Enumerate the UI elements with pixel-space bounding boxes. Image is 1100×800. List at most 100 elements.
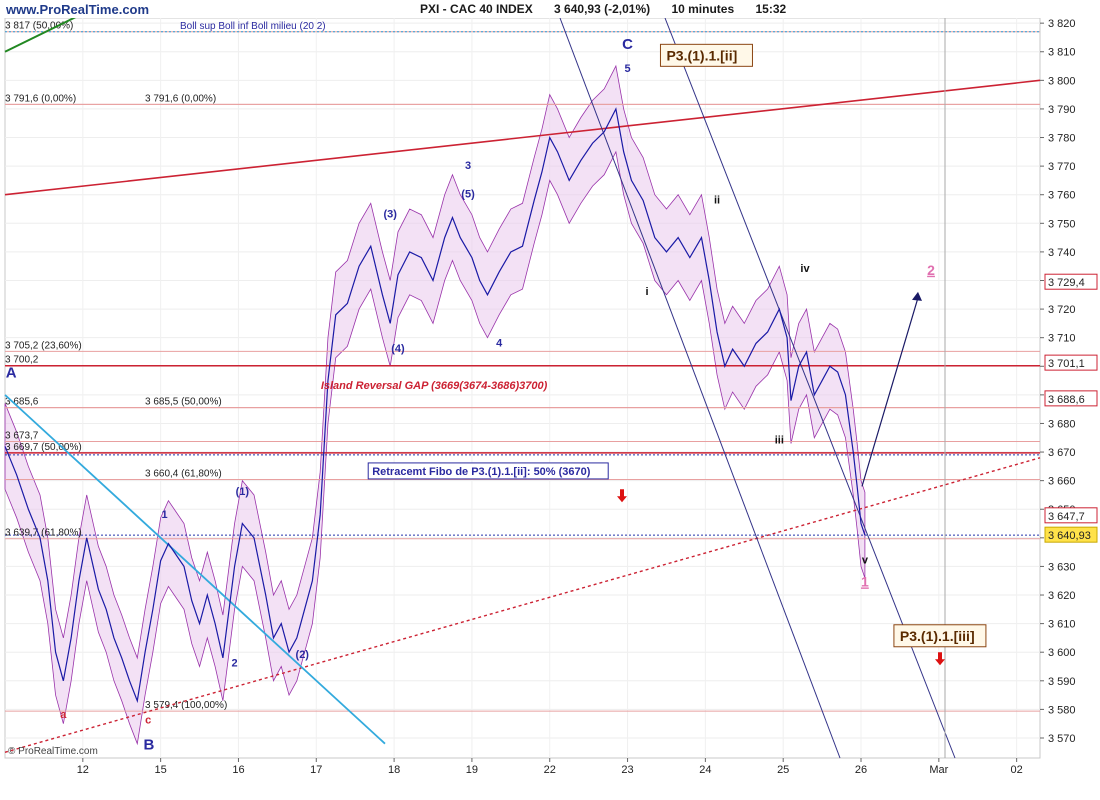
price-tag [1044, 507, 1098, 524]
level-label: 3 791,6 (0,00%) [145, 93, 216, 104]
fibo-annotation: Retracemt Fibo de P3.(1).1.[ii]: 50% (36… [372, 466, 591, 478]
y-tick-label: 3 720 [1048, 304, 1076, 316]
price-tag-label: 3 647,7 [1048, 511, 1085, 523]
trendline-cyan [4, 394, 386, 745]
wave-label: C [622, 36, 633, 53]
projection-label: 2 [927, 262, 935, 278]
level-label: 3 579,4 (100,00%) [145, 700, 227, 711]
x-tick-label: 12 [77, 764, 89, 776]
wave-label: 2 [232, 658, 238, 670]
wave-label: v [862, 555, 869, 567]
x-tick-label: 26 [855, 764, 867, 776]
chart-title: PXI - CAC 40 INDEX 3 640,93 (-2,01%) 10 … [420, 2, 804, 16]
x-tick-label: 25 [777, 764, 789, 776]
projection-arrow-head [912, 291, 922, 301]
x-tick-label: 24 [699, 764, 711, 776]
price-series [4, 107, 866, 704]
x-tick-label: 02 [1011, 764, 1023, 776]
y-tick-label: 3 580 [1048, 704, 1076, 716]
y-tick-label: 3 600 [1048, 647, 1076, 659]
trendline-green [4, 18, 77, 53]
level-label: 3 673,7 [5, 430, 39, 441]
brand-name[interactable]: www.ProRealTime.com [6, 2, 150, 17]
y-tick-label: 3 570 [1048, 733, 1076, 745]
plot-area [4, 18, 1041, 759]
trendline-dotted-red [4, 457, 1041, 753]
trendline-upper-red [4, 79, 1041, 196]
y-tick-label: 3 760 [1048, 190, 1076, 202]
level-label: 3 700,2 [5, 355, 39, 366]
y-tick-label: 3 670 [1048, 447, 1076, 459]
price-chart[interactable]: 3 791,6 (0,00%) 3 791,6 (0,00%) 3 705,2 (2… [0, 18, 1100, 800]
instrument-name: PXI - CAC 40 INDEX [420, 2, 533, 16]
y-tick-label: 3 610 [1048, 619, 1076, 631]
price-tag-label: 3 640,93 [1048, 530, 1091, 542]
price-tag [1044, 273, 1098, 290]
wave-label: ii [714, 194, 720, 206]
x-tick-label: 22 [544, 764, 556, 776]
y-tick-label: 3 590 [1048, 676, 1076, 688]
level-label: 3 685,5 (50,00%) [145, 397, 222, 408]
projection-label: 1 [861, 573, 869, 589]
y-tick-label: 3 750 [1048, 218, 1076, 230]
y-tick-label: 3 800 [1048, 75, 1076, 87]
wave-label: i [645, 286, 648, 298]
y-tick-label: 3 620 [1048, 590, 1076, 602]
wave-label: iii [775, 434, 784, 446]
wave-label: B [144, 736, 155, 753]
wave-label: 1 [161, 509, 167, 521]
projection-arrow-line [861, 297, 919, 487]
wave-label: (3) [383, 209, 397, 221]
wave-label: (2) [296, 649, 310, 661]
y-tick-label: 3 710 [1048, 333, 1076, 345]
scenario-box[interactable] [659, 43, 753, 67]
interval-label[interactable]: 10 minutes [671, 2, 735, 16]
x-tick-label: 23 [621, 764, 633, 776]
watermark: © ProRealTime.com [8, 746, 98, 757]
price-tag-label: 3 729,4 [1048, 277, 1085, 289]
x-tick-label: 16 [232, 764, 244, 776]
wave-label: (5) [461, 189, 475, 201]
wave-label: c [145, 715, 151, 727]
level-label: 3 660,4 (61,80%) [145, 469, 222, 480]
wave-label: 3 [465, 160, 471, 172]
price-tag [1044, 354, 1098, 371]
level-label: 3 817 (50,00%) [5, 21, 73, 32]
x-tick-label: Mar [929, 764, 948, 776]
y-tick-label: 3 790 [1048, 104, 1076, 116]
level-label: 3 669,7 (50,00%) [5, 442, 82, 453]
price-tag [1044, 526, 1098, 543]
level-label: 3 791,6 (0,00%) [5, 93, 76, 104]
y-tick-label: 3 630 [1048, 561, 1076, 573]
scenario-box-label: P3.(1).1.[ii] [666, 47, 737, 63]
scenario-box[interactable] [893, 624, 987, 648]
scenario-box-label: P3.(1).1.[iii] [900, 628, 975, 644]
x-tick-label: 17 [310, 764, 322, 776]
x-tick-label: 19 [466, 764, 478, 776]
x-tick-label: 18 [388, 764, 400, 776]
level-label: 3 705,2 (23,60%) [5, 340, 82, 351]
down-arrow-icon [935, 652, 945, 666]
wave-label: 5 [624, 63, 630, 75]
wave-label: (1) [236, 486, 250, 498]
y-tick-label: 3 660 [1048, 476, 1076, 488]
x-tick-label: 15 [155, 764, 167, 776]
y-tick-label: 3 810 [1048, 47, 1076, 59]
wave-label: iv [800, 263, 810, 275]
fibo-box [367, 462, 609, 480]
level-label: 3 685,6 [5, 396, 39, 407]
level-label: 3 639,7 (61,80%) [5, 528, 82, 539]
down-arrow-icon [617, 489, 627, 503]
y-tick-label: 3 680 [1048, 418, 1076, 430]
wave-label: a [60, 709, 67, 721]
wave-label: (4) [391, 343, 405, 355]
price-tag-label: 3 701,1 [1048, 358, 1085, 370]
wave-label: 4 [496, 337, 503, 349]
legend-text: Boll sup Boll inf Boll milieu (20 2) [180, 21, 326, 32]
gap-annotation: Island Reversal GAP (3669(3674-3686)3700… [321, 380, 548, 392]
chart-header: www.ProRealTime.com PXI - CAC 40 INDEX 3… [0, 0, 1100, 18]
y-tick-label: 3 820 [1048, 18, 1076, 30]
wave-label: A [6, 365, 17, 382]
price-tag [1044, 390, 1098, 407]
